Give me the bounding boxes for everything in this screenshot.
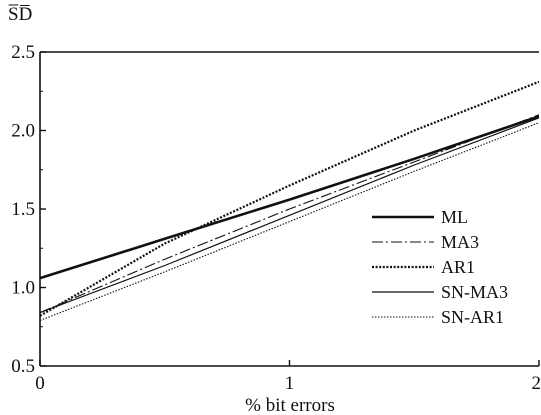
legend: ML MA3 AR1 SN-MA3 SN-AR1 [372, 207, 508, 327]
legend-label: SN-MA3 [441, 282, 508, 302]
legend-label: MA3 [441, 232, 479, 252]
x-axis-label: % bit errors [245, 395, 335, 415]
series-line-ma3 [40, 114, 539, 314]
series-line-sn-ar1 [40, 122, 539, 322]
series-line-ml [40, 115, 539, 280]
y-tick-label: 2.5 [11, 42, 35, 63]
y-tick-label: 0.5 [11, 356, 35, 377]
y-tick-label: 2.0 [11, 121, 35, 142]
tick-labels: 0.5 1.0 1.5 2.0 2.5 0 1 2 [11, 42, 541, 394]
series-layer [40, 80, 539, 322]
y-tick-label: 1.0 [11, 278, 35, 299]
y-axis-label: S̅D̅ [8, 4, 32, 25]
x-tick-label: 2 [532, 373, 541, 394]
legend-label: AR1 [441, 257, 475, 277]
series-line-ar1 [40, 80, 539, 317]
x-tick-label: 0 [35, 373, 45, 394]
y-tick-label: 1.5 [11, 199, 35, 220]
x-tick-label: 1 [285, 373, 295, 394]
series-line-sn-ma3 [40, 117, 539, 314]
legend-label: ML [441, 207, 468, 227]
legend-label: SN-AR1 [441, 307, 504, 327]
axes [39, 51, 540, 367]
